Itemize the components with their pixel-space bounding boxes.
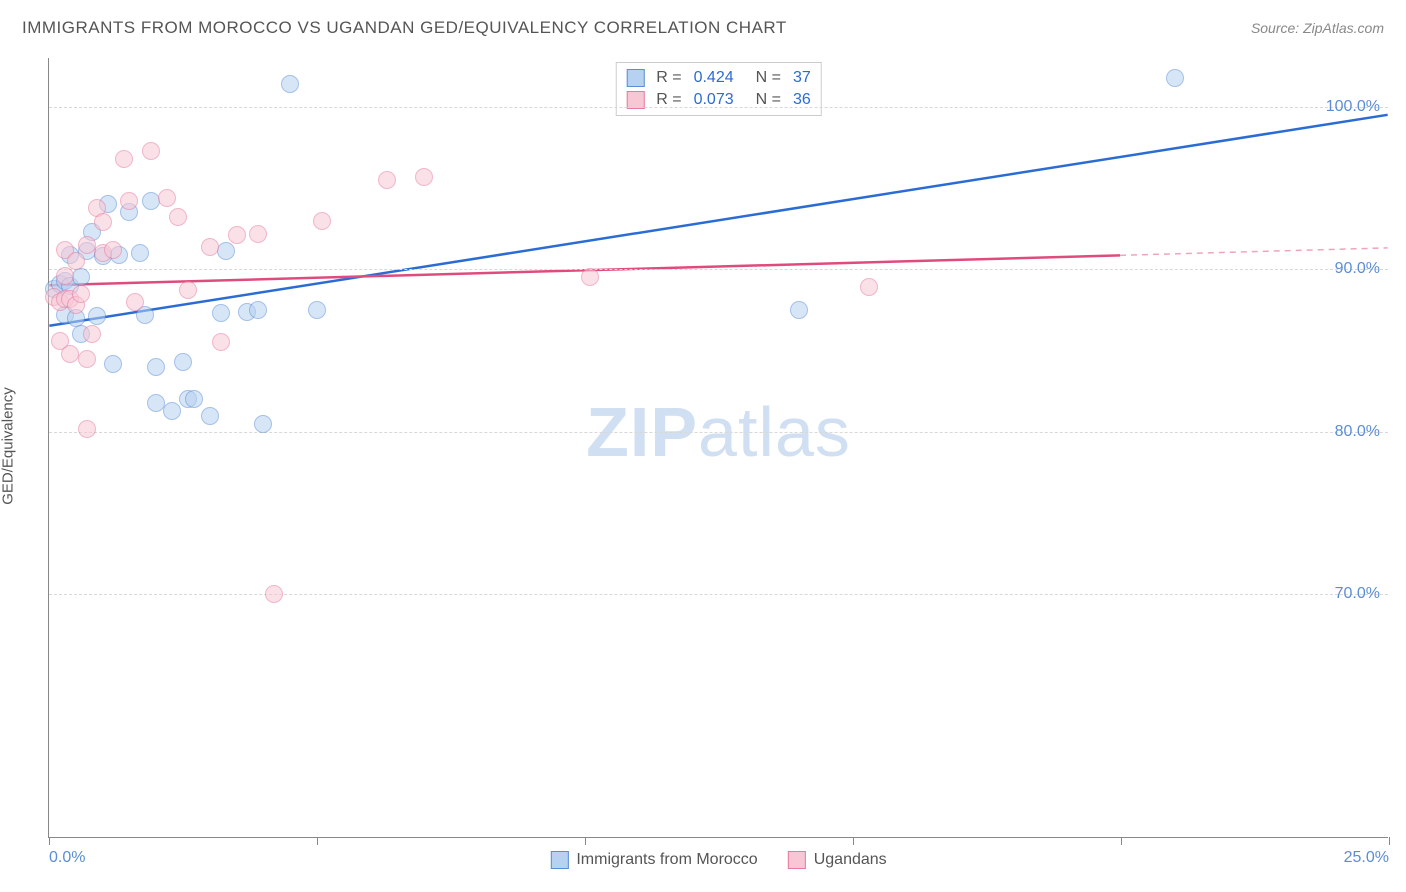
legend-swatch-morocco	[550, 851, 568, 869]
data-point-ugandans	[72, 285, 90, 303]
legend-item-morocco: Immigrants from Morocco	[550, 851, 757, 869]
legend-swatch-ugandans	[788, 851, 806, 869]
chart-title: IMMIGRANTS FROM MOROCCO VS UGANDAN GED/E…	[22, 18, 787, 38]
data-point-ugandans	[212, 333, 230, 351]
data-point-ugandans	[104, 241, 122, 259]
correlation-legend: R =0.424N =37R =0.073N =36	[615, 62, 822, 116]
x-tick	[317, 837, 318, 845]
data-point-morocco	[217, 242, 235, 260]
data-point-ugandans	[860, 278, 878, 296]
chart-svg	[49, 58, 1388, 837]
regression-line-morocco	[49, 115, 1387, 326]
data-point-morocco	[185, 390, 203, 408]
data-point-morocco	[174, 353, 192, 371]
data-point-morocco	[212, 304, 230, 322]
data-point-ugandans	[78, 350, 96, 368]
y-tick-label: 100.0%	[1326, 98, 1380, 116]
data-point-ugandans	[115, 150, 133, 168]
x-tick	[853, 837, 854, 845]
data-point-ugandans	[415, 168, 433, 186]
x-tick-label: 25.0%	[1344, 849, 1389, 867]
data-point-morocco	[142, 192, 160, 210]
regression-line-ugandans-dashed	[1120, 248, 1388, 255]
data-point-ugandans	[581, 268, 599, 286]
data-point-ugandans	[265, 585, 283, 603]
data-point-ugandans	[179, 281, 197, 299]
data-point-ugandans	[378, 171, 396, 189]
data-point-morocco	[131, 244, 149, 262]
x-tick-label: 0.0%	[49, 849, 85, 867]
data-point-morocco	[790, 301, 808, 319]
data-point-ugandans	[158, 189, 176, 207]
data-point-ugandans	[142, 142, 160, 160]
gridline-h	[49, 107, 1388, 108]
legend-corr-row-morocco: R = 0.424 N = 37	[626, 67, 811, 89]
data-point-ugandans	[67, 252, 85, 270]
data-point-ugandans	[249, 225, 267, 243]
data-point-ugandans	[94, 213, 112, 231]
data-point-ugandans	[126, 293, 144, 311]
x-tick	[1389, 837, 1390, 845]
x-tick	[1121, 837, 1122, 845]
x-tick	[585, 837, 586, 845]
legend-label-morocco: Immigrants from Morocco	[576, 851, 757, 869]
gridline-h	[49, 432, 1388, 433]
data-point-morocco	[308, 301, 326, 319]
data-point-morocco	[147, 358, 165, 376]
data-point-morocco	[88, 307, 106, 325]
data-point-ugandans	[169, 208, 187, 226]
plot-area: ZIPatlas R =0.424N =37R =0.073N =36 Immi…	[48, 58, 1388, 838]
gridline-h	[49, 594, 1388, 595]
data-point-ugandans	[228, 226, 246, 244]
y-tick-label: 70.0%	[1335, 585, 1380, 603]
data-point-morocco	[254, 415, 272, 433]
data-point-morocco	[249, 301, 267, 319]
x-tick	[49, 837, 50, 845]
r-label: R =	[656, 69, 681, 87]
data-point-ugandans	[313, 212, 331, 230]
n-value-morocco: 37	[793, 69, 811, 87]
source-attribution: Source: ZipAtlas.com	[1251, 20, 1384, 36]
legend-item-ugandans: Ugandans	[788, 851, 887, 869]
y-axis-label: GED/Equivalency	[0, 387, 17, 505]
n-label: N =	[756, 69, 781, 87]
y-tick-label: 90.0%	[1335, 260, 1380, 278]
series-legend: Immigrants from Morocco Ugandans	[550, 851, 886, 869]
r-value-morocco: 0.424	[694, 69, 734, 87]
data-point-ugandans	[78, 420, 96, 438]
legend-label-ugandans: Ugandans	[814, 851, 887, 869]
y-tick-label: 80.0%	[1335, 423, 1380, 441]
gridline-h	[49, 269, 1388, 270]
data-point-morocco	[1166, 69, 1184, 87]
data-point-morocco	[104, 355, 122, 373]
data-point-morocco	[201, 407, 219, 425]
data-point-ugandans	[120, 192, 138, 210]
data-point-ugandans	[201, 238, 219, 256]
data-point-morocco	[281, 75, 299, 93]
data-point-ugandans	[83, 325, 101, 343]
data-point-morocco	[163, 402, 181, 420]
legend-swatch-morocco	[626, 69, 644, 87]
